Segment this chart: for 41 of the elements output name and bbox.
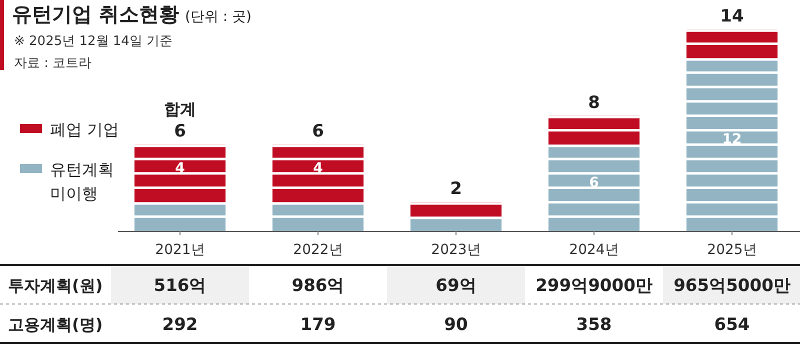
legend-label: 폐업 기업 [50, 120, 120, 139]
text: 299억9000만 [536, 276, 652, 296]
total-label: 8 [588, 92, 600, 113]
bar [548, 116, 640, 145]
category-label: 투자계획(원) [8, 276, 103, 295]
total-label: 6 [174, 122, 186, 142]
bar [686, 29, 778, 58]
x-tick-label: 2025년 [707, 242, 757, 258]
text: 179 [300, 315, 336, 335]
total-label: 2 [450, 179, 462, 200]
annotation: ※ 2025년 12월 14일 기준 [14, 34, 173, 49]
x-tick-label: 2024년 [569, 242, 619, 258]
x-tick-label: 2021년 [155, 242, 205, 258]
text: 292 [162, 315, 198, 335]
text: 358 [576, 315, 612, 335]
text: 965억5000만 [674, 276, 790, 296]
bar [686, 58, 778, 231]
bar [410, 216, 502, 231]
chart-title: 유턴기업 취소현황 [12, 2, 179, 26]
chart-subtitle: (단위 : 곳) [184, 9, 252, 25]
bar [272, 144, 364, 202]
annotation: 합계 [164, 100, 196, 119]
bar [272, 202, 364, 231]
x-tick-label: 2022년 [293, 242, 343, 258]
total-label: 14 [720, 6, 744, 26]
text: 986억 [292, 276, 344, 296]
x-tick-label: 2023년 [431, 242, 481, 258]
bar [548, 144, 640, 231]
total-label: 6 [312, 122, 324, 142]
bar [134, 202, 226, 231]
data-label: 6 [589, 174, 599, 191]
text: 69억 [436, 276, 476, 296]
text: 자료 : 코트라 [14, 56, 92, 71]
bar [134, 144, 226, 202]
text: 516억 [154, 276, 206, 296]
legend-label: 유턴계획 미이행 [50, 160, 114, 203]
text: 90 [444, 315, 468, 335]
text: 654 [714, 315, 750, 335]
data-label: 12 [722, 132, 742, 148]
category-label: 고용계획(명) [8, 315, 103, 334]
bar [410, 202, 502, 217]
